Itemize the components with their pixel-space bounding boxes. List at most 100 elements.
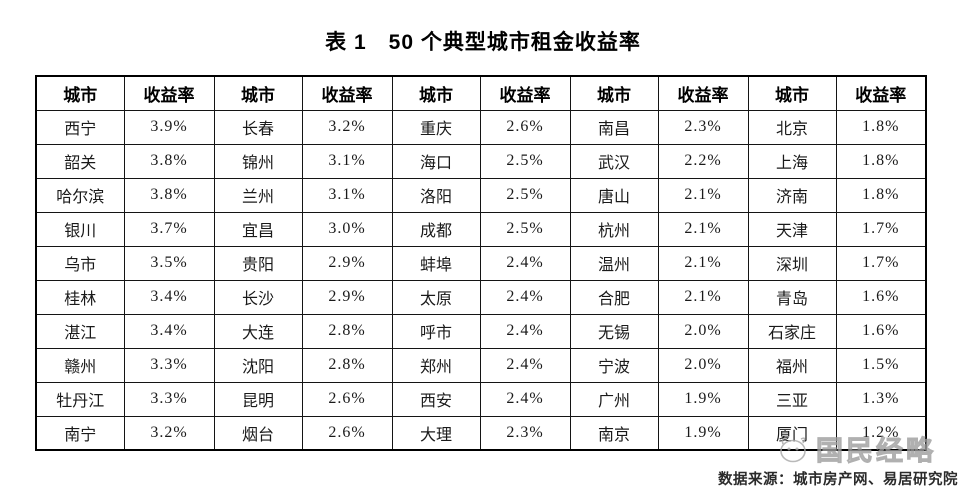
- yield-column-header: 收益率: [835, 75, 927, 111]
- city-column-header: 城市: [213, 75, 303, 111]
- page-title: 表 1 50 个典型城市租金收益率: [325, 31, 641, 54]
- yield-cell: 3.5%: [123, 245, 215, 281]
- city-cell: 无锡: [569, 313, 659, 349]
- yield-cell: 2.8%: [301, 313, 393, 349]
- yield-cell: 3.8%: [123, 177, 215, 213]
- city-column-header: 城市: [391, 75, 481, 111]
- city-cell: 海口: [391, 143, 481, 179]
- yield-cell: 1.6%: [835, 313, 927, 349]
- city-cell: 唐山: [569, 177, 659, 213]
- city-cell: 福州: [747, 347, 837, 383]
- yield-cell: 2.1%: [657, 279, 749, 315]
- yield-cell: 3.3%: [123, 381, 215, 417]
- yield-cell: 2.4%: [479, 245, 571, 281]
- yield-cell: 3.3%: [123, 347, 215, 383]
- city-cell: 石家庄: [747, 313, 837, 349]
- city-cell: 郑州: [391, 347, 481, 383]
- city-cell: 昆明: [213, 381, 303, 417]
- city-cell: 广州: [569, 381, 659, 417]
- city-cell: 韶关: [35, 143, 125, 179]
- yield-cell: 3.0%: [301, 211, 393, 247]
- table-row: 赣州 3.3% 沈阳 2.8% 郑州 2.4% 宁波 2.0% 福州 1.5%: [35, 347, 927, 383]
- table-row: 西宁 3.9% 长春 3.2% 重庆 2.6% 南昌 2.3% 北京 1.8%: [35, 109, 927, 145]
- city-cell: 南昌: [569, 109, 659, 145]
- yield-cell: 2.4%: [479, 279, 571, 315]
- yield-cell: 2.5%: [479, 177, 571, 213]
- table-row: 哈尔滨 3.8% 兰州 3.1% 洛阳 2.5% 唐山 2.1% 济南 1.8%: [35, 177, 927, 213]
- city-cell: 大理: [391, 415, 481, 451]
- yield-cell: 1.8%: [835, 109, 927, 145]
- city-column-header: 城市: [35, 75, 125, 111]
- yield-cell: 2.9%: [301, 245, 393, 281]
- city-cell: 成都: [391, 211, 481, 247]
- yield-cell: 1.5%: [835, 347, 927, 383]
- yield-cell: 2.0%: [657, 313, 749, 349]
- yield-cell: 1.9%: [657, 381, 749, 417]
- city-cell: 北京: [747, 109, 837, 145]
- yield-cell: 1.8%: [835, 177, 927, 213]
- city-cell: 呼市: [391, 313, 481, 349]
- yield-cell: 3.2%: [301, 109, 393, 145]
- yield-cell: 3.8%: [123, 143, 215, 179]
- city-cell: 兰州: [213, 177, 303, 213]
- cartoon-face-logo-icon: [777, 434, 811, 469]
- city-cell: 合肥: [569, 279, 659, 315]
- table-row: 湛江 3.4% 大连 2.8% 呼市 2.4% 无锡 2.0% 石家庄 1.6%: [35, 313, 927, 349]
- city-cell: 青岛: [747, 279, 837, 315]
- city-cell: 沈阳: [213, 347, 303, 383]
- city-cell: 乌市: [35, 245, 125, 281]
- yield-cell: 2.4%: [479, 313, 571, 349]
- yield-column-header: 收益率: [657, 75, 749, 111]
- yield-cell: 2.1%: [657, 245, 749, 281]
- yield-cell: 3.2%: [123, 415, 215, 451]
- yield-cell: 2.3%: [657, 109, 749, 145]
- table-row: 银川 3.7% 宜昌 3.0% 成都 2.5% 杭州 2.1% 天津 1.7%: [35, 211, 927, 247]
- yield-cell: 2.1%: [657, 177, 749, 213]
- city-cell: 长春: [213, 109, 303, 145]
- yield-cell: 2.8%: [301, 347, 393, 383]
- city-cell: 哈尔滨: [35, 177, 125, 213]
- city-cell: 南宁: [35, 415, 125, 451]
- yield-cell: 2.3%: [479, 415, 571, 451]
- yield-cell: 1.3%: [835, 381, 927, 417]
- city-cell: 长沙: [213, 279, 303, 315]
- yield-cell: 3.1%: [301, 143, 393, 179]
- table-row: 桂林 3.4% 长沙 2.9% 太原 2.4% 合肥 2.1% 青岛 1.6%: [35, 279, 927, 315]
- city-column-header: 城市: [569, 75, 659, 111]
- yield-cell: 2.0%: [657, 347, 749, 383]
- city-cell: 蚌埠: [391, 245, 481, 281]
- watermark: 国民经略: [777, 434, 936, 469]
- city-cell: 济南: [747, 177, 837, 213]
- city-cell: 赣州: [35, 347, 125, 383]
- yield-cell: 1.2%: [835, 415, 927, 451]
- yield-cell: 2.6%: [479, 109, 571, 145]
- yield-cell: 1.6%: [835, 279, 927, 315]
- city-cell: 上海: [747, 143, 837, 179]
- city-cell: 大连: [213, 313, 303, 349]
- yield-cell: 3.4%: [123, 279, 215, 315]
- city-cell: 宜昌: [213, 211, 303, 247]
- city-cell: 重庆: [391, 109, 481, 145]
- table-row: 南宁 3.2% 烟台 2.6% 大理 2.3% 南京 1.9% 厦门 1.2%: [35, 415, 927, 451]
- yield-cell: 3.4%: [123, 313, 215, 349]
- city-cell: 锦州: [213, 143, 303, 179]
- city-cell: 南京: [569, 415, 659, 451]
- yield-cell: 2.4%: [479, 347, 571, 383]
- city-cell: 牡丹江: [35, 381, 125, 417]
- yield-cell: 1.7%: [835, 245, 927, 281]
- yield-cell: 1.8%: [835, 143, 927, 179]
- yield-cell: 2.9%: [301, 279, 393, 315]
- city-column-header: 城市: [747, 75, 837, 111]
- yield-column-header: 收益率: [301, 75, 393, 111]
- yield-cell: 1.7%: [835, 211, 927, 247]
- city-cell: 烟台: [213, 415, 303, 451]
- city-cell: 宁波: [569, 347, 659, 383]
- yield-cell: 2.1%: [657, 211, 749, 247]
- table-header-row: 城市 收益率 城市 收益率 城市 收益率 城市 收益率 城市 收益率: [35, 75, 927, 111]
- city-cell: 深圳: [747, 245, 837, 281]
- yield-cell: 2.2%: [657, 143, 749, 179]
- city-cell: 银川: [35, 211, 125, 247]
- yield-cell: 2.6%: [301, 415, 393, 451]
- city-cell: 西安: [391, 381, 481, 417]
- yield-column-header: 收益率: [479, 75, 571, 111]
